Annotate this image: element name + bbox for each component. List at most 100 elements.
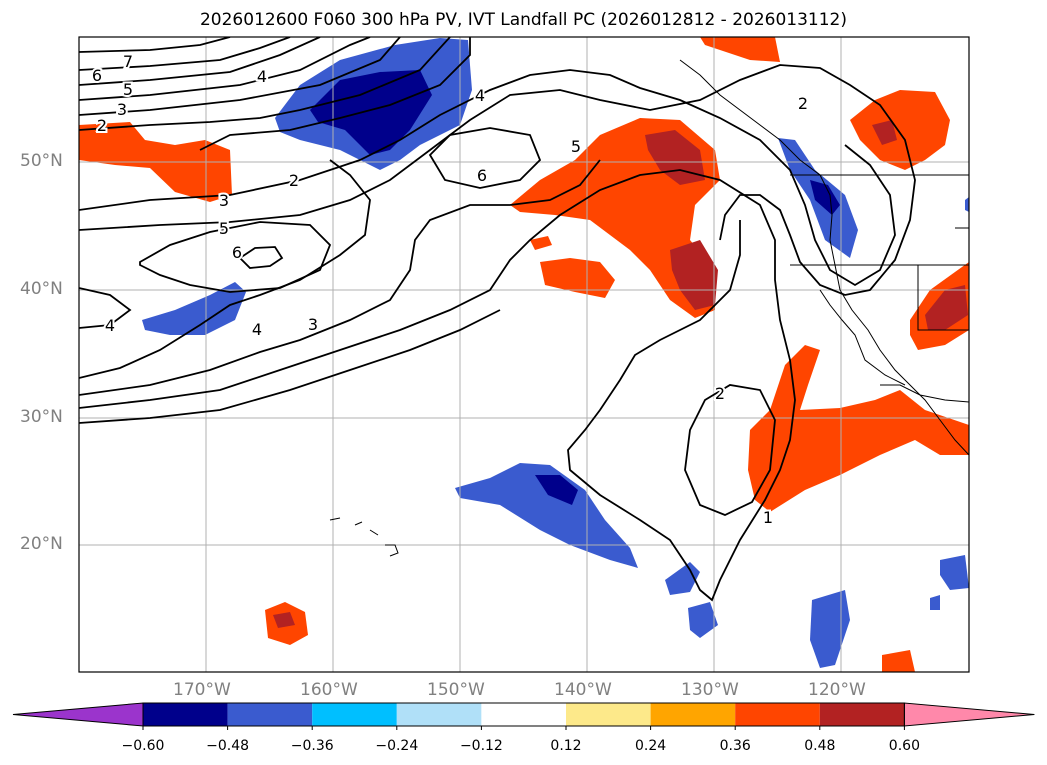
negative-anomaly-region: [688, 602, 718, 638]
colorbar-tick-label: 0.60: [888, 738, 920, 754]
negative-anomaly-region: [930, 595, 940, 610]
contour-label: 2: [97, 116, 107, 135]
contour-label: 5: [219, 219, 229, 238]
graticule: [79, 37, 969, 672]
contour-label: 4: [257, 67, 267, 86]
contour-label: 6: [92, 66, 102, 85]
anomaly-shading: [79, 37, 969, 672]
colorbar-tick-label: −0.60: [121, 738, 165, 754]
colorbar-segment: [481, 703, 566, 726]
contour-label: 2: [798, 94, 808, 113]
positive-anomaly-region: [850, 90, 950, 170]
colorbar-tick-label: 0.36: [719, 738, 751, 754]
strong-positive-anomaly-region: [273, 612, 295, 628]
colorbar-tick-label: −0.36: [290, 738, 334, 754]
contour-label: 3: [117, 100, 127, 119]
contour-label: 2: [289, 171, 299, 190]
contour-label-halo: 6: [477, 166, 487, 185]
positive-anomaly-region: [540, 258, 615, 298]
contour-label: 3: [219, 191, 229, 210]
contour-label: 3: [308, 315, 318, 334]
lon-label: 160°W: [300, 680, 358, 700]
lat-label: 40°N: [20, 279, 63, 299]
contour-label-group: 77 66 55 44 33 22 33 22 55 66 44 44 33 4…: [90, 50, 810, 529]
coastlines: [329, 59, 969, 557]
map-title: 2026012600 F060 300 hPa PV, IVT Landfall…: [199, 10, 847, 30]
lon-label: 130°W: [681, 680, 739, 700]
contour-label-halo: 4: [252, 320, 262, 339]
contour-label-halo: 1: [763, 508, 773, 527]
colorbar-tick-label: 0.24: [635, 738, 667, 754]
contour-label-halo: 5: [123, 80, 133, 99]
lat-label: 50°N: [20, 151, 63, 171]
colorbar-segment: [566, 703, 651, 726]
negative-anomaly-region: [810, 590, 850, 668]
contour-label-halo: 6: [232, 243, 242, 262]
contour-label: 4: [475, 86, 485, 105]
negative-anomaly-region: [965, 197, 969, 212]
negative-anomaly-region: [455, 463, 638, 568]
colorbar-extend-high: [903, 702, 1035, 727]
contour-label: 7: [123, 52, 133, 71]
colorbar-segment: [312, 703, 397, 726]
lon-label: 170°W: [173, 680, 231, 700]
colorbar-segment: [396, 703, 482, 726]
contour-label: 6: [477, 166, 487, 185]
contour-label-halo: 7: [123, 52, 133, 71]
lat-label: 20°N: [20, 534, 63, 554]
strong-negative-anomaly-region: [535, 475, 578, 505]
positive-anomaly-region: [530, 236, 552, 250]
contour-label-halo: 5: [219, 219, 229, 238]
contour-label-halo: 3: [219, 191, 229, 210]
contour-label-halo: 4: [105, 316, 115, 335]
colorbar-tick-label: 0.12: [550, 738, 582, 754]
strong-positive-anomaly-region: [872, 120, 897, 145]
contour-label-halo: 2: [289, 171, 299, 190]
negative-anomaly-region: [940, 555, 969, 590]
lat-label: 30°N: [20, 407, 63, 427]
contour-label-halo: 4: [257, 67, 267, 86]
contour-label-halo: 3: [308, 315, 318, 334]
contour-label: 1: [763, 508, 773, 527]
contour-label-halo: 2: [798, 94, 808, 113]
contour-label-halo: 4: [475, 86, 485, 105]
strong-negative-anomaly-region: [810, 180, 840, 215]
colorbar-tick-label: −0.24: [375, 738, 419, 754]
contour-label: 5: [571, 137, 581, 156]
positive-anomaly-region: [748, 345, 969, 512]
colorbar: [12, 702, 1035, 730]
contour-label: 4: [252, 320, 262, 339]
lon-label: 120°W: [808, 680, 866, 700]
lon-label: 140°W: [554, 680, 612, 700]
colorbar-tick-label: −0.12: [459, 738, 503, 754]
contour-label-halo: 2: [97, 116, 107, 135]
strong-positive-anomaly-region: [670, 240, 718, 310]
colorbar-segment: [735, 703, 820, 726]
contour-label-halo: 3: [117, 100, 127, 119]
lon-label: 150°W: [427, 680, 485, 700]
negative-anomaly-region: [142, 282, 246, 335]
contour-label: 5: [123, 80, 133, 99]
pv-contours: [79, 37, 916, 602]
colorbar-segment: [650, 703, 736, 726]
strong-negative-anomaly-region: [310, 70, 432, 155]
contour-label: 2: [715, 384, 725, 403]
colorbar-extend-low: [12, 702, 144, 727]
contour-label-halo: 2: [715, 384, 725, 403]
positive-anomaly-region: [700, 37, 780, 62]
contour-label-halo: 5: [571, 137, 581, 156]
map-frame: [78, 36, 970, 673]
contour-label: 4: [105, 316, 115, 335]
colorbar-segment: [227, 703, 313, 726]
colorbar-segment: [819, 703, 905, 726]
strong-positive-anomaly-region: [925, 285, 968, 330]
contour-label: 6: [232, 243, 242, 262]
colorbar-segment: [143, 703, 228, 726]
contour-label-halo: 6: [92, 66, 102, 85]
positive-anomaly-region: [882, 650, 915, 672]
colorbar-tick-label: 0.48: [804, 738, 836, 754]
colorbar-tick-label: −0.48: [206, 738, 250, 754]
colorbar-outline: [142, 702, 905, 727]
strong-positive-anomaly-region: [645, 130, 705, 185]
